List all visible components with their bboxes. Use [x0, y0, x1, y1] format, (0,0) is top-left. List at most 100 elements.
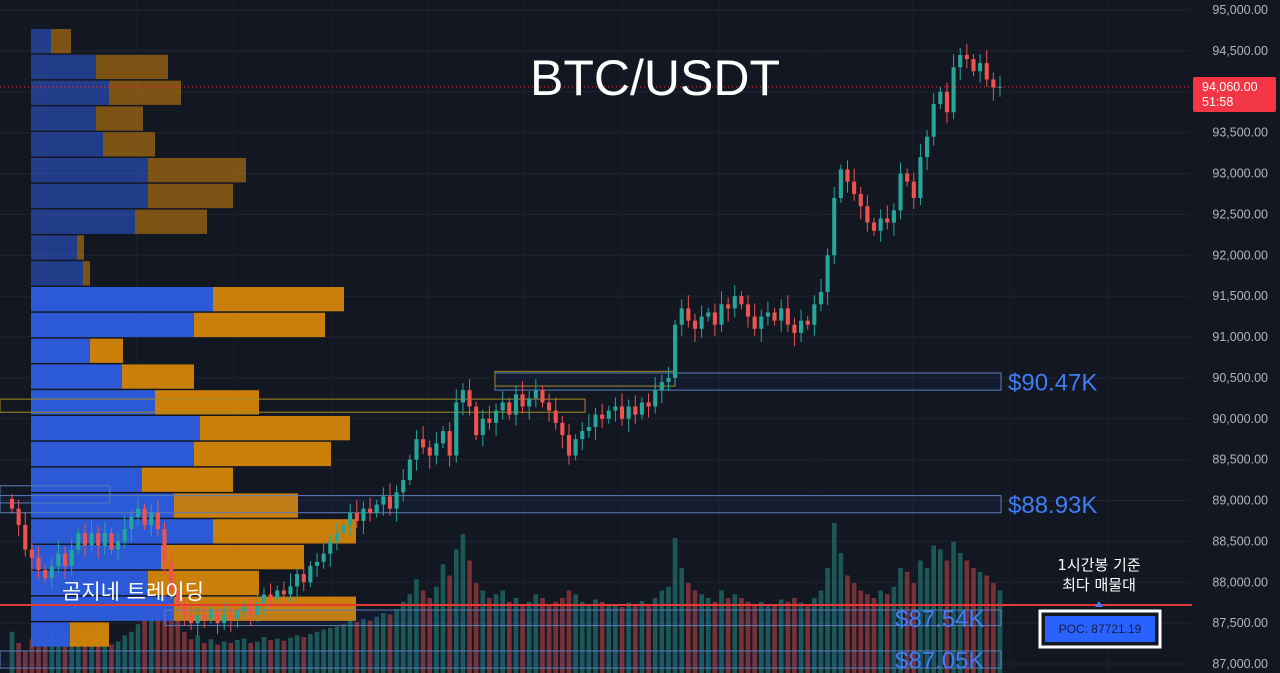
candle[interactable] — [328, 534, 333, 567]
candle[interactable] — [261, 587, 267, 616]
candle[interactable] — [354, 499, 359, 528]
candle[interactable] — [368, 497, 373, 522]
candle[interactable] — [62, 546, 68, 579]
candle[interactable] — [633, 395, 638, 424]
candle[interactable] — [832, 186, 837, 265]
candle[interactable] — [387, 483, 393, 516]
candle[interactable] — [149, 503, 154, 537]
candle[interactable] — [215, 601, 220, 635]
candle[interactable] — [208, 605, 213, 624]
candle[interactable] — [82, 524, 87, 557]
candle[interactable] — [878, 209, 883, 242]
candle[interactable] — [109, 528, 114, 555]
candle[interactable] — [865, 195, 870, 232]
candle[interactable] — [36, 546, 41, 579]
candle[interactable] — [619, 393, 625, 426]
candle[interactable] — [686, 295, 691, 328]
candle[interactable] — [726, 297, 731, 322]
candle[interactable] — [427, 440, 432, 469]
candle[interactable] — [96, 526, 101, 559]
candle[interactable] — [314, 552, 320, 577]
candle[interactable] — [911, 172, 916, 210]
candle[interactable] — [361, 501, 366, 535]
candle[interactable] — [493, 403, 499, 436]
candle[interactable] — [527, 391, 532, 420]
candle[interactable] — [275, 585, 280, 604]
candle[interactable] — [719, 291, 724, 332]
candle[interactable] — [102, 522, 107, 555]
candle[interactable] — [434, 432, 439, 465]
candle[interactable] — [89, 520, 94, 553]
candle[interactable] — [964, 43, 969, 69]
candle[interactable] — [739, 291, 744, 310]
candle[interactable] — [76, 528, 81, 555]
candle[interactable] — [281, 581, 286, 606]
candle[interactable] — [772, 307, 777, 326]
candle[interactable] — [805, 315, 810, 330]
candle[interactable] — [122, 516, 127, 549]
candle[interactable] — [394, 485, 399, 522]
candle[interactable] — [407, 454, 412, 485]
candle[interactable] — [991, 72, 996, 101]
candle[interactable] — [600, 403, 605, 428]
candle[interactable] — [944, 82, 950, 124]
candle[interactable] — [69, 538, 74, 575]
candle[interactable] — [9, 493, 15, 514]
candle[interactable] — [951, 54, 956, 120]
candle[interactable] — [341, 520, 346, 539]
candle[interactable] — [639, 397, 644, 420]
candle[interactable] — [938, 86, 943, 109]
candle[interactable] — [460, 383, 465, 416]
candle[interactable] — [779, 299, 784, 332]
candle[interactable] — [659, 375, 664, 404]
candle[interactable] — [971, 54, 976, 77]
candle[interactable] — [195, 608, 200, 637]
candle[interactable] — [222, 601, 227, 631]
candle[interactable] — [825, 248, 830, 306]
candle[interactable] — [175, 585, 180, 612]
candle[interactable] — [931, 92, 936, 146]
candle[interactable] — [785, 295, 790, 332]
candle[interactable] — [374, 499, 379, 518]
candle[interactable] — [905, 168, 910, 187]
candle[interactable] — [958, 48, 963, 81]
candle[interactable] — [421, 426, 426, 455]
candle[interactable] — [202, 603, 207, 629]
candle[interactable] — [838, 164, 843, 203]
candle[interactable] — [440, 426, 446, 449]
candle[interactable] — [188, 601, 194, 631]
price-axis[interactable]: 95,000.0094,500.0094,000.0093,500.0093,0… — [1212, 3, 1268, 671]
candle[interactable] — [699, 305, 704, 338]
candle[interactable] — [43, 565, 48, 584]
candlesticks[interactable] — [9, 43, 1003, 637]
candle[interactable] — [606, 405, 611, 424]
candle[interactable] — [765, 301, 770, 326]
candle[interactable] — [560, 415, 565, 449]
candle[interactable] — [23, 511, 28, 557]
candle[interactable] — [507, 397, 512, 420]
candle[interactable] — [852, 168, 857, 201]
candle[interactable] — [228, 608, 233, 633]
candle[interactable] — [818, 278, 824, 312]
candle[interactable] — [533, 379, 538, 408]
candle[interactable] — [116, 532, 121, 561]
candle[interactable] — [500, 391, 505, 420]
candle[interactable] — [414, 430, 419, 471]
candle[interactable] — [540, 385, 545, 408]
candle[interactable] — [334, 522, 339, 551]
candle[interactable] — [593, 407, 598, 441]
candle[interactable] — [566, 424, 572, 465]
candle[interactable] — [169, 550, 174, 600]
candle[interactable] — [401, 469, 406, 502]
candle[interactable] — [752, 303, 757, 336]
candle[interactable] — [745, 295, 751, 328]
candle[interactable] — [891, 203, 896, 236]
candle[interactable] — [155, 499, 160, 537]
candle[interactable] — [626, 399, 631, 432]
candle[interactable] — [673, 319, 678, 383]
candle[interactable] — [898, 162, 903, 220]
candle[interactable] — [679, 299, 684, 336]
candle[interactable] — [918, 144, 923, 205]
candle[interactable] — [984, 50, 989, 87]
